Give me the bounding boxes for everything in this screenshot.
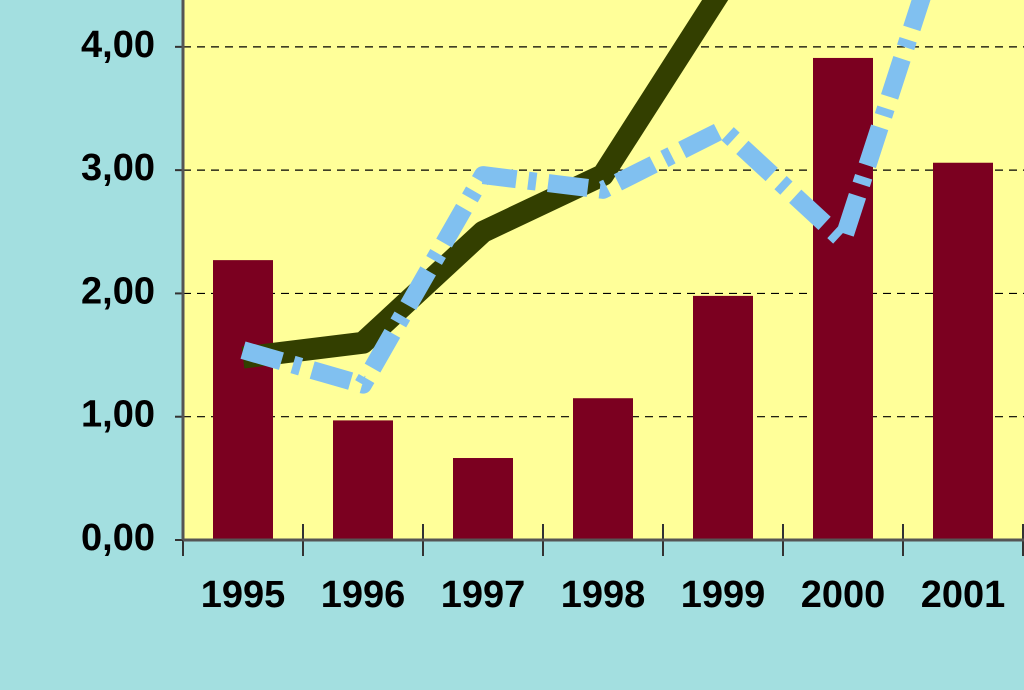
x-tick-label: 1999 (681, 574, 766, 616)
y-tick-label: 4,00 (81, 24, 155, 66)
bar (453, 458, 513, 540)
bar (573, 398, 633, 540)
y-tick-label: 2,00 (81, 270, 155, 312)
plot (213, 0, 993, 541)
y-tick-label: 1,00 (81, 394, 155, 436)
bar (933, 162, 993, 540)
x-tick-label: 1998 (561, 574, 646, 616)
x-tick-label: 2001 (921, 574, 1006, 616)
bar (813, 57, 873, 541)
x-tick-label: 1995 (201, 574, 286, 616)
line-series (241, 0, 729, 369)
bar (333, 420, 393, 540)
y-tick-label: 3,00 (81, 147, 155, 189)
x-tick-label: 2000 (801, 574, 886, 616)
y-tick-label: 0,00 (81, 517, 155, 559)
axes: 0,00 1,00 2,00 3,00 4,00 1995 1996 1997 1998 1999… (81, 0, 1024, 616)
x-tick-label: 1996 (321, 574, 406, 616)
line-series (240, 0, 931, 394)
bar (693, 295, 753, 540)
x-tick-label: 1997 (441, 574, 526, 616)
bar (213, 260, 273, 540)
